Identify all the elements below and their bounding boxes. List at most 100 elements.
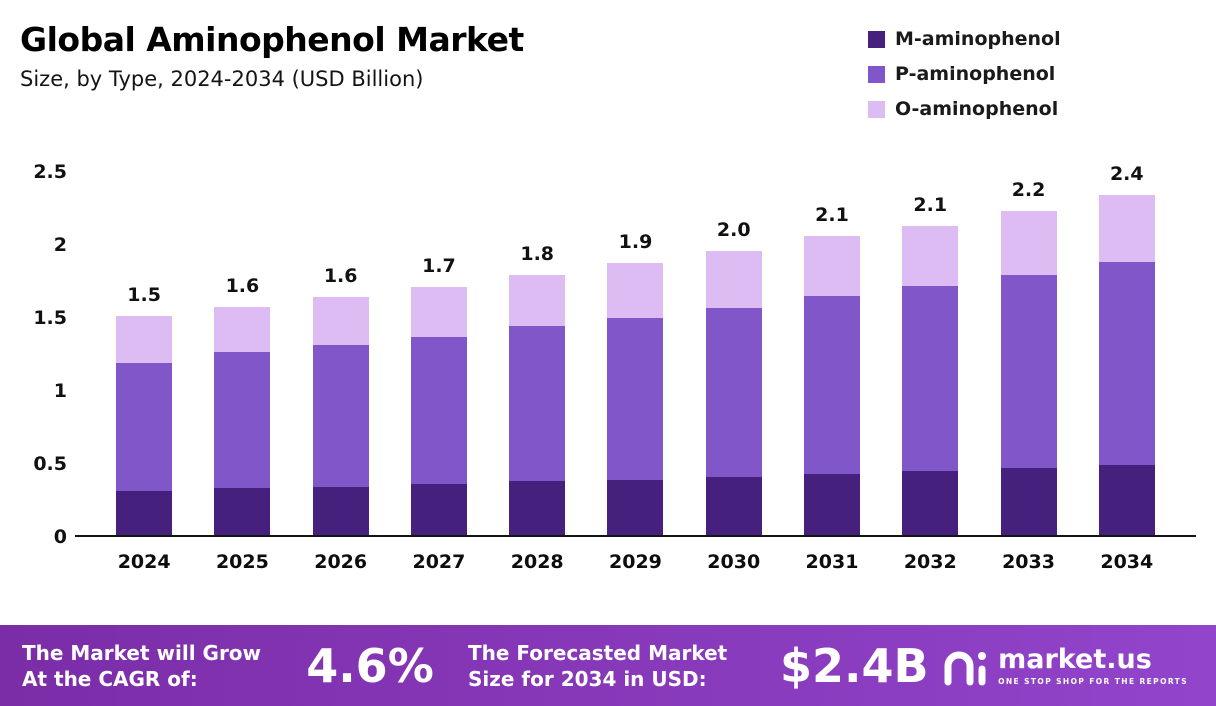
- bar-group-2034: 2.4: [1078, 157, 1176, 535]
- plot-area: 1.5 1.6 1.6 1.7 1.8 1.9 2.0 2.1 2.1 2.2 2.4: [75, 157, 1196, 537]
- brand-name: market.us: [998, 643, 1152, 675]
- x-tick-label-2029: 2029: [609, 551, 662, 573]
- legend-item-P-aminophenol: P-aminophenol: [868, 63, 1061, 85]
- legend-item-M-aminophenol: M-aminophenol: [868, 28, 1061, 50]
- bar-segment-P-aminophenol: [607, 318, 664, 480]
- bar-segment-O-aminophenol: [410, 287, 467, 337]
- chart-header: Global Aminophenol Market Size, by Type,…: [20, 20, 524, 91]
- x-tick-label-2034: 2034: [1100, 551, 1154, 573]
- x-tick-label-2033: 2033: [1002, 551, 1055, 573]
- bar-total-label: 2.1: [815, 204, 849, 226]
- y-tick-label: 1.5: [33, 307, 67, 329]
- bar-segment-M-aminophenol: [116, 491, 173, 535]
- bar-total-label: 1.7: [422, 255, 456, 277]
- bar-stack: [607, 263, 664, 535]
- bar-stack: [803, 236, 860, 535]
- x-axis: 2024 2025 2026 2027 2028 2029 2030 2031 2032 2033…: [20, 551, 1196, 573]
- bar-total-label: 1.6: [225, 275, 260, 297]
- bar-segment-P-aminophenol: [902, 286, 959, 471]
- bar-total-label: 2.0: [716, 219, 751, 241]
- bar-total-label: 2.4: [1109, 163, 1144, 185]
- bar-segment-O-aminophenol: [607, 263, 664, 318]
- bar-segment-M-aminophenol: [1098, 465, 1155, 535]
- forecast-value: $2.4B: [780, 638, 929, 693]
- y-tick-label: 1: [53, 380, 67, 402]
- bar-group-2033: 2.2: [979, 157, 1077, 535]
- legend-swatch: [868, 30, 885, 48]
- legend-label: M-aminophenol: [895, 28, 1061, 50]
- bar-segment-P-aminophenol: [803, 296, 860, 474]
- bar-stack: [116, 316, 173, 535]
- bar-group-2032: 2.1: [881, 157, 979, 535]
- y-tick-label: 2: [53, 234, 67, 256]
- footer-banner: The Market will Grow At the CAGR of: 4.6…: [0, 625, 1216, 706]
- bar-segment-M-aminophenol: [214, 488, 271, 535]
- bar-segment-M-aminophenol: [803, 474, 860, 535]
- bar-segment-M-aminophenol: [410, 484, 467, 535]
- legend-swatch: [868, 100, 885, 118]
- bar-segment-M-aminophenol: [705, 477, 762, 535]
- bar-group-2025: 1.6: [193, 157, 291, 535]
- brand-lockup: market.us ONE STOP SHOP FOR THE REPORTS: [942, 645, 1194, 687]
- legend-item-O-aminophenol: O-aminophenol: [868, 98, 1061, 120]
- y-tick-label: 2.5: [33, 161, 67, 183]
- x-tick-label-2032: 2032: [903, 551, 957, 573]
- bar-segment-P-aminophenol: [705, 308, 762, 477]
- bar-segment-O-aminophenol: [116, 316, 173, 363]
- x-tick-label-2027: 2027: [412, 551, 466, 573]
- bar-segment-O-aminophenol: [902, 226, 959, 286]
- market-us-logo-icon: [944, 651, 987, 685]
- bar-segment-M-aminophenol: [312, 487, 369, 535]
- y-axis: 0 0.5 1 1.5 2 2.5: [20, 157, 75, 548]
- page-title: Global Aminophenol Market: [20, 20, 524, 59]
- bar-group-2029: 1.9: [586, 157, 684, 535]
- legend-label: P-aminophenol: [895, 63, 1056, 85]
- x-tick-label-2028: 2028: [510, 551, 564, 573]
- page-subtitle: Size, by Type, 2024-2034 (USD Billion): [20, 67, 424, 91]
- x-tick-label-2026: 2026: [314, 551, 368, 573]
- bar-segment-O-aminophenol: [312, 297, 369, 345]
- bar-segment-P-aminophenol: [1098, 262, 1155, 465]
- bar-segment-P-aminophenol: [116, 363, 173, 491]
- bar-segment-O-aminophenol: [803, 236, 860, 296]
- bar-group-2030: 2.0: [685, 157, 783, 535]
- bars-container: 1.5 1.6 1.6 1.7 1.8 1.9 2.0 2.1 2.1 2.2 2.4: [75, 157, 1196, 535]
- stacked-bar-chart: 0 0.5 1 1.5 2 2.5 1.5 1.6 1.6 1.7 1.8 1.9 2.0 2.1 2.1…: [20, 157, 1196, 573]
- x-tick-label-2025: 2025: [215, 551, 269, 573]
- bar-stack: [705, 251, 762, 535]
- bar-total-label: 2.1: [913, 194, 948, 216]
- bar-stack: [1098, 195, 1155, 535]
- x-tick-label-2031: 2031: [805, 551, 859, 573]
- bar-segment-P-aminophenol: [214, 352, 271, 488]
- bar-segment-P-aminophenol: [1000, 275, 1057, 468]
- bar-group-2031: 2.1: [783, 157, 881, 535]
- y-tick-label: 0: [53, 526, 67, 548]
- bar-segment-M-aminophenol: [509, 481, 566, 535]
- bar-segment-P-aminophenol: [312, 345, 369, 487]
- bar-segment-P-aminophenol: [410, 337, 467, 484]
- bar-stack: [214, 307, 271, 535]
- bar-segment-M-aminophenol: [607, 480, 664, 535]
- bar-total-label: 2.2: [1011, 179, 1046, 201]
- legend-label: O-aminophenol: [895, 98, 1059, 120]
- bar-group-2028: 1.8: [488, 157, 586, 535]
- cagr-value: 4.6%: [306, 638, 434, 693]
- bar-stack: [509, 275, 566, 535]
- y-tick-label: 0.5: [33, 453, 67, 475]
- bar-stack: [1000, 211, 1057, 535]
- bar-total-label: 1.5: [127, 284, 161, 306]
- chart-legend: M-aminophenol P-aminophenol O-aminophenol: [868, 28, 1061, 120]
- brand-tagline: ONE STOP SHOP FOR THE REPORTS: [998, 676, 1188, 686]
- cagr-label: The Market will Grow At the CAGR of:: [22, 640, 262, 691]
- bar-group-2024: 1.5: [95, 157, 193, 535]
- bar-segment-O-aminophenol: [509, 275, 566, 326]
- x-tick-label-2030: 2030: [707, 551, 761, 573]
- bar-segment-O-aminophenol: [214, 307, 271, 352]
- bar-segment-M-aminophenol: [1000, 468, 1057, 535]
- legend-swatch: [868, 65, 885, 83]
- bar-group-2026: 1.6: [292, 157, 390, 535]
- x-tick-label-2024: 2024: [117, 551, 171, 573]
- bar-stack: [902, 226, 959, 535]
- forecast-label: The Forecasted Market Size for 2034 in U…: [468, 640, 728, 691]
